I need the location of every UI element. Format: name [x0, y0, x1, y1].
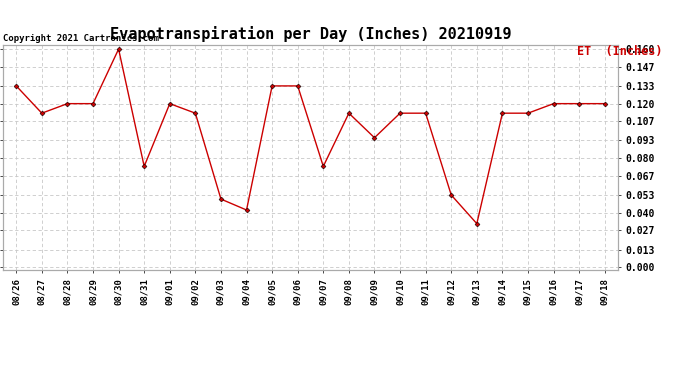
Title: Evapotranspiration per Day (Inches) 20210919: Evapotranspiration per Day (Inches) 2021… [110, 27, 511, 42]
Text: Copyright 2021 Cartronics.com: Copyright 2021 Cartronics.com [3, 34, 159, 43]
Text: ET  (Inches): ET (Inches) [577, 45, 662, 58]
